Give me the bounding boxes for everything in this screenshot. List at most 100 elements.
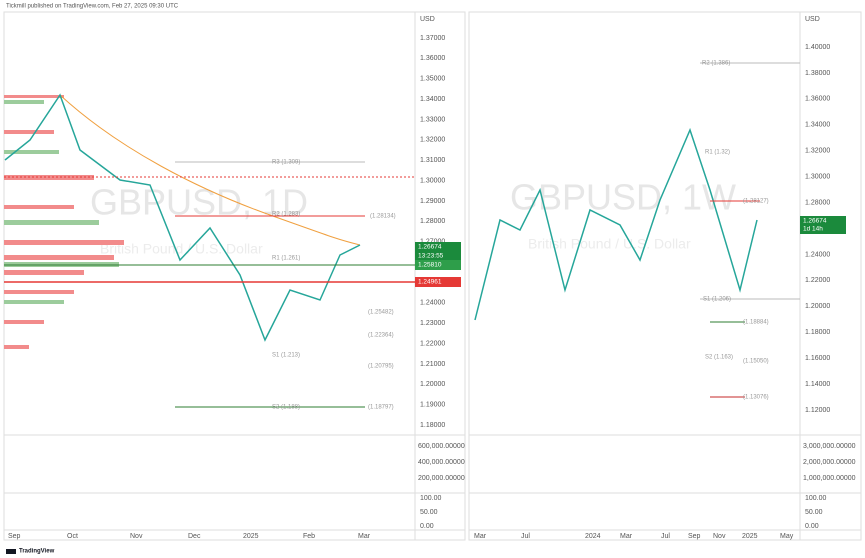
- price-label: 1.32000: [805, 148, 830, 155]
- price-label: 1.37000: [420, 35, 445, 42]
- price-label: 1.24000: [805, 251, 830, 258]
- currency: USD: [805, 16, 820, 23]
- price-badge: [415, 251, 461, 261]
- axes: USD 1.37000 1.36000 1.35000 1.34000 1.33000 1.…: [8, 16, 856, 540]
- price-label: 1.24000: [420, 300, 445, 307]
- level-label: (1.13076): [743, 395, 769, 401]
- price-label: 1.20000: [805, 303, 830, 310]
- osc-label: 0.00: [420, 523, 434, 530]
- time-label: Nov: [713, 533, 726, 540]
- price-label: 1.32000: [420, 137, 445, 144]
- time-label: Jul: [661, 533, 670, 540]
- level-label: (1.22364): [368, 333, 394, 339]
- price-label: 1.28000: [420, 218, 445, 225]
- volume-profile: [4, 95, 124, 349]
- time-label: Mar: [358, 533, 371, 540]
- osc-label: 50.00: [420, 509, 438, 516]
- price-path: [4, 93, 758, 342]
- time-label: Oct: [67, 533, 78, 540]
- price-label: 1.14000: [805, 381, 830, 388]
- price-label: 1.29000: [420, 198, 445, 205]
- frames: [3, 11, 862, 541]
- currency: USD: [420, 16, 435, 23]
- time-label: Nov: [130, 533, 143, 540]
- price-label: 1.30000: [420, 177, 445, 184]
- osc-label: 0.00: [805, 523, 819, 530]
- price-label: 1.35000: [420, 76, 445, 83]
- price-badge-text: 1d 14h: [803, 226, 823, 233]
- level-label: S2 (1.188): [272, 405, 300, 411]
- osc-label: 100.00: [805, 495, 827, 502]
- level-label: (1.28127): [743, 199, 769, 205]
- volume-label: 3,000,000.00000: [803, 443, 856, 450]
- level-label: (1.20795): [368, 364, 394, 370]
- level-label: (1.15050): [743, 359, 769, 365]
- level-label: (1.25482): [368, 310, 394, 316]
- price-label: 1.34000: [805, 122, 830, 129]
- price-label: 1.38000: [805, 70, 830, 77]
- time-label: Dec: [188, 533, 201, 540]
- level-lines: [4, 62, 800, 408]
- time-label: Mar: [474, 533, 487, 540]
- level-label: (1.28134): [370, 214, 396, 220]
- price-badge-text: 1.26674: [418, 244, 442, 251]
- price-label: 1.36000: [420, 55, 445, 62]
- publisher: Tickmill published on TradingView.com, F…: [6, 4, 179, 10]
- level-labels: R3 (1.309) R2 (1.283) (1.28134) R1 (1.261) (…: [272, 61, 769, 411]
- level-label: S1 (1.213): [272, 353, 300, 359]
- time-label: 2024: [585, 533, 601, 540]
- price-badge-text: 13:23:55: [418, 253, 444, 260]
- price-label: 1.22000: [420, 340, 445, 347]
- price-badge: [415, 242, 461, 252]
- level-label: R2 (1.386): [702, 61, 730, 67]
- price-label: 1.23000: [420, 320, 445, 327]
- price-label: 1.40000: [805, 44, 830, 51]
- volume-label: 1,000,000.00000: [803, 475, 856, 482]
- time-label: 2025: [243, 533, 259, 540]
- volume-label: 600,000.00000: [418, 443, 465, 450]
- price-label: 1.22000: [805, 277, 830, 284]
- price-label: 1.31000: [420, 157, 445, 164]
- brand: TradingView: [19, 549, 55, 555]
- price-label: 1.16000: [805, 355, 830, 362]
- level-label: (1.18797): [368, 405, 394, 411]
- price-badge: [415, 260, 461, 270]
- time-label: 2025: [742, 533, 758, 540]
- level-label: S1 (1.206): [703, 297, 731, 303]
- osc-label: 50.00: [805, 509, 823, 516]
- time-label: Mar: [620, 533, 633, 540]
- price-label: 1.19000: [420, 402, 445, 409]
- price-badge-text: 1.25810: [418, 262, 442, 269]
- logo: [6, 549, 16, 554]
- level-label: R2 (1.283): [272, 212, 300, 218]
- time-label: Sep: [8, 533, 21, 540]
- price-label: 1.18000: [805, 329, 830, 336]
- moving-average: [59, 94, 361, 246]
- price-label: 1.12000: [805, 407, 830, 414]
- volume-label: 2,000,000.00000: [803, 459, 856, 466]
- volume-label: 400,000.00000: [418, 459, 465, 466]
- level-label: S2 (1.163): [705, 355, 733, 361]
- price-badge: [800, 224, 846, 234]
- time-label: Sep: [688, 533, 701, 540]
- price-label: 1.36000: [805, 96, 830, 103]
- time-label: Feb: [303, 533, 315, 540]
- price-badge: [800, 216, 846, 226]
- osc-label: 100.00: [420, 495, 442, 502]
- level-label: R3 (1.309): [272, 160, 300, 166]
- watermark-sub: British Pound / U.S. Dollar: [528, 236, 691, 252]
- level-label: R1 (1.261): [272, 256, 300, 262]
- price-badge-text: 1.26674: [803, 218, 827, 225]
- price-label: 1.18000: [420, 422, 445, 429]
- level-label: R1 (1.32): [705, 150, 730, 156]
- price-label: 1.33000: [420, 116, 445, 123]
- price-badge: [415, 277, 461, 287]
- time-label: Jul: [521, 533, 530, 540]
- price-label: 1.28000: [805, 199, 830, 206]
- price-badge-text: 1.24961: [418, 279, 442, 286]
- time-label: May: [780, 533, 794, 540]
- level-label: (1.18884): [743, 320, 769, 326]
- price-label: 1.21000: [420, 361, 445, 368]
- price-label: 1.34000: [420, 96, 445, 103]
